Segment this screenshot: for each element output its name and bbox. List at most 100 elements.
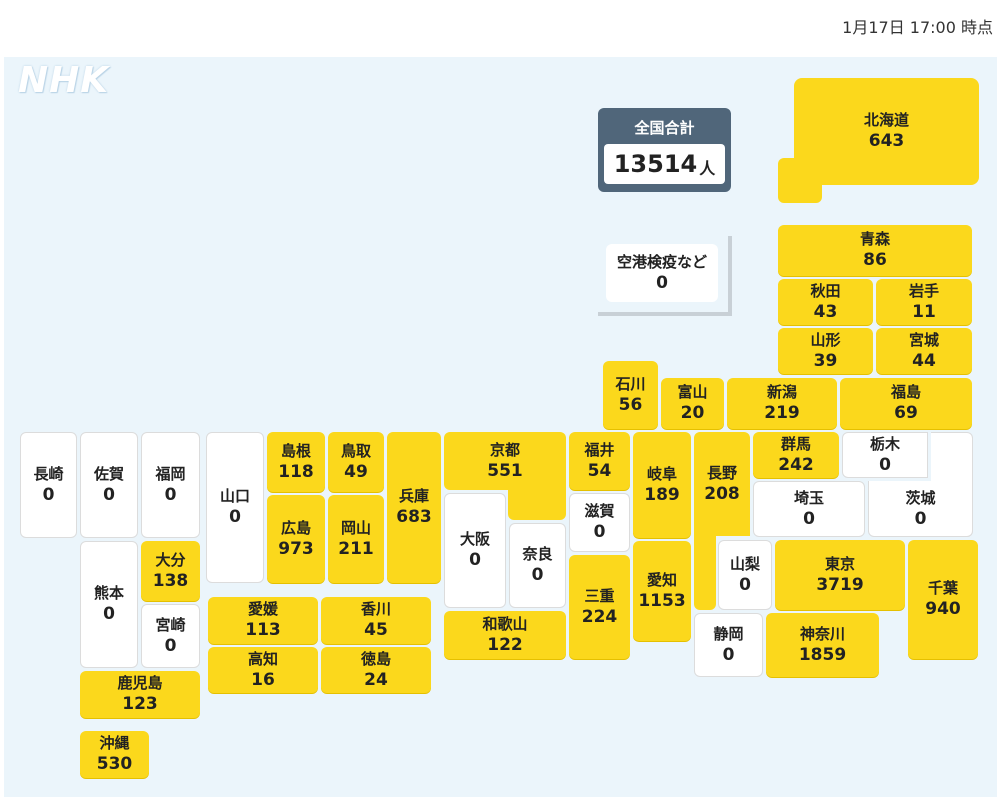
pref-tokyo[interactable]: 東京 3719 [775, 540, 905, 610]
pref-value: 0 [164, 484, 177, 505]
pref-niigata[interactable]: 新潟 219 [727, 378, 837, 429]
pref-yamanashi[interactable]: 山梨 0 [718, 540, 772, 610]
pref-tottori[interactable]: 鳥取 49 [328, 432, 384, 492]
pref-okayama[interactable]: 岡山 211 [328, 495, 384, 583]
pref-name: 大分 [155, 550, 186, 569]
pref-value: 49 [344, 461, 368, 482]
pref-value: 39 [813, 350, 838, 371]
pref-ehime[interactable]: 愛媛 113 [208, 597, 318, 644]
total-value-box: 13514 人 [604, 144, 725, 184]
pref-value: 86 [863, 250, 887, 270]
pref-kanagawa[interactable]: 神奈川 1859 [766, 613, 879, 677]
pref-name: 青森 [859, 230, 890, 248]
pref-miyagi[interactable]: 宮城 44 [876, 328, 972, 374]
pref-name: 愛媛 [247, 600, 278, 618]
pref-value: 973 [278, 538, 314, 559]
pref-value: 0 [469, 550, 481, 570]
pref-shimane[interactable]: 島根 118 [267, 432, 325, 492]
pref-hyogo[interactable]: 兵庫 683 [387, 432, 441, 583]
pref-nagano[interactable]: 長野 208 [694, 432, 750, 610]
pref-name: 福井 [584, 440, 615, 459]
pref-value: 123 [122, 694, 158, 714]
pref-tokushima[interactable]: 徳島 24 [321, 647, 431, 693]
pref-value: 0 [531, 565, 544, 585]
pref-value: 0 [229, 507, 241, 527]
pref-name: 群馬 [780, 434, 811, 453]
pref-name: 佐賀 [93, 464, 124, 483]
nhk-logo: NHK [18, 60, 110, 101]
pref-value: 118 [278, 461, 314, 482]
pref-value: 16 [251, 669, 275, 690]
pref-kagoshima[interactable]: 鹿児島 123 [80, 671, 200, 718]
pref-value: 224 [581, 606, 618, 627]
pref-name: 岡山 [340, 518, 371, 537]
pref-value: 0 [593, 522, 606, 542]
pref-chiba[interactable]: 千葉 940 [908, 540, 978, 659]
pref-value: 1859 [798, 644, 847, 665]
pref-okinawa[interactable]: 沖縄 530 [80, 731, 149, 778]
airport-quarantine[interactable]: 空港検疫など 0 [606, 244, 718, 302]
pref-iwate[interactable]: 岩手 11 [876, 279, 972, 325]
pref-value: 0 [164, 635, 177, 656]
pref-value: 683 [396, 507, 432, 527]
pref-value: 0 [739, 574, 751, 595]
pref-value: 242 [778, 454, 814, 475]
pref-saga[interactable]: 佐賀 0 [80, 432, 138, 538]
pref-name: 山口 [219, 487, 250, 505]
total-unit: 人 [699, 158, 716, 178]
pref-shiga[interactable]: 滋賀 0 [569, 493, 630, 552]
pref-ishikawa[interactable]: 石川 56 [603, 361, 658, 429]
pref-value: 1153 [638, 590, 686, 611]
pref-akita[interactable]: 秋田 43 [778, 279, 873, 325]
pref-name: 鹿児島 [117, 674, 163, 692]
pref-kumamoto[interactable]: 熊本 0 [80, 541, 138, 668]
pref-name: 神奈川 [799, 624, 845, 643]
pref-name: 和歌山 [482, 614, 528, 633]
pref-fukui[interactable]: 福井 54 [569, 432, 630, 490]
pref-value: 138 [152, 570, 189, 591]
pref-nara[interactable]: 奈良 0 [509, 523, 566, 608]
pref-aomori[interactable]: 青森 86 [778, 225, 972, 276]
pref-name: 岩手 [908, 281, 939, 300]
pref-osaka[interactable]: 大阪 0 [444, 493, 506, 608]
pref-kochi[interactable]: 高知 16 [208, 647, 318, 693]
pref-aichi[interactable]: 愛知 1153 [633, 541, 691, 641]
pref-ibaraki[interactable]: 茨城 0 [868, 432, 973, 537]
pref-value: 219 [764, 403, 800, 423]
pref-hokkaido[interactable]: 北海道 643 [778, 78, 979, 203]
pref-wakayama[interactable]: 和歌山 122 [444, 611, 566, 659]
pref-name: 熊本 [93, 584, 124, 602]
pref-value: 0 [803, 508, 815, 529]
pref-miyazaki[interactable]: 宮崎 0 [141, 604, 200, 668]
pref-kagawa[interactable]: 香川 45 [321, 597, 431, 644]
pref-tochigi[interactable]: 栃木 0 [842, 432, 973, 482]
pref-name: 茨城 [905, 488, 936, 507]
pref-saitama[interactable]: 埼玉 0 [753, 481, 865, 537]
pref-kyoto[interactable]: 京都 551 [444, 432, 566, 520]
pref-value: 11 [912, 301, 936, 322]
pref-shizuoka[interactable]: 静岡 0 [694, 613, 763, 677]
pref-name: 福島 [890, 383, 921, 401]
pref-name: 静岡 [713, 624, 744, 643]
pref-yamagata[interactable]: 山形 39 [778, 328, 873, 374]
pref-mie[interactable]: 三重 224 [569, 555, 630, 659]
pref-fukuoka[interactable]: 福岡 0 [141, 432, 200, 538]
pref-hiroshima[interactable]: 広島 973 [267, 495, 325, 583]
pref-fukushima[interactable]: 福島 69 [840, 378, 972, 429]
pref-oita[interactable]: 大分 138 [141, 541, 200, 601]
pref-name: 島根 [280, 441, 311, 460]
pref-value: 56 [618, 394, 643, 415]
pref-yamaguchi[interactable]: 山口 0 [206, 432, 264, 583]
pref-nagasaki[interactable]: 長崎 0 [20, 432, 77, 538]
pref-value: 530 [96, 754, 133, 774]
pref-gifu[interactable]: 岐阜 189 [633, 432, 691, 538]
pref-name: 栃木 [869, 434, 900, 453]
pref-value: 113 [245, 620, 281, 640]
pref-name: 山梨 [729, 554, 760, 573]
pref-gunma[interactable]: 群馬 242 [753, 432, 839, 478]
national-total-panel: 全国合計 13514 人 [598, 108, 731, 192]
pref-toyama[interactable]: 富山 20 [661, 378, 724, 429]
pref-value: 24 [364, 669, 388, 690]
pref-value: 0 [42, 484, 55, 505]
pref-name: 宮崎 [155, 615, 186, 634]
